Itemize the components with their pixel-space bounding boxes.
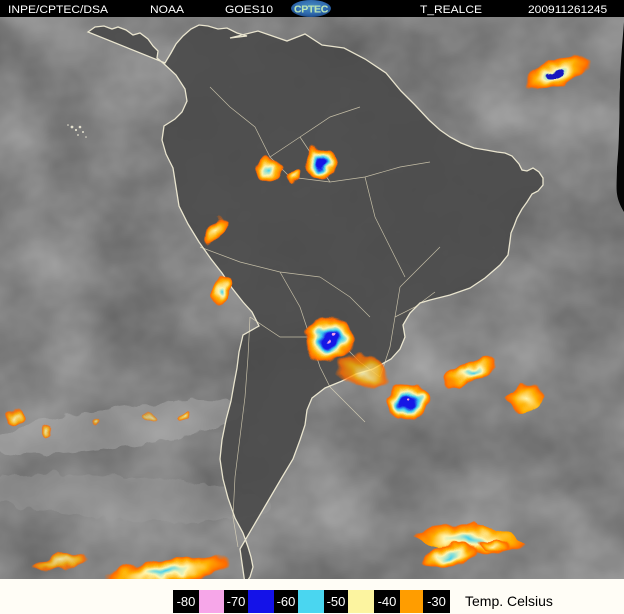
svg-text:CPTEC: CPTEC	[294, 3, 329, 15]
